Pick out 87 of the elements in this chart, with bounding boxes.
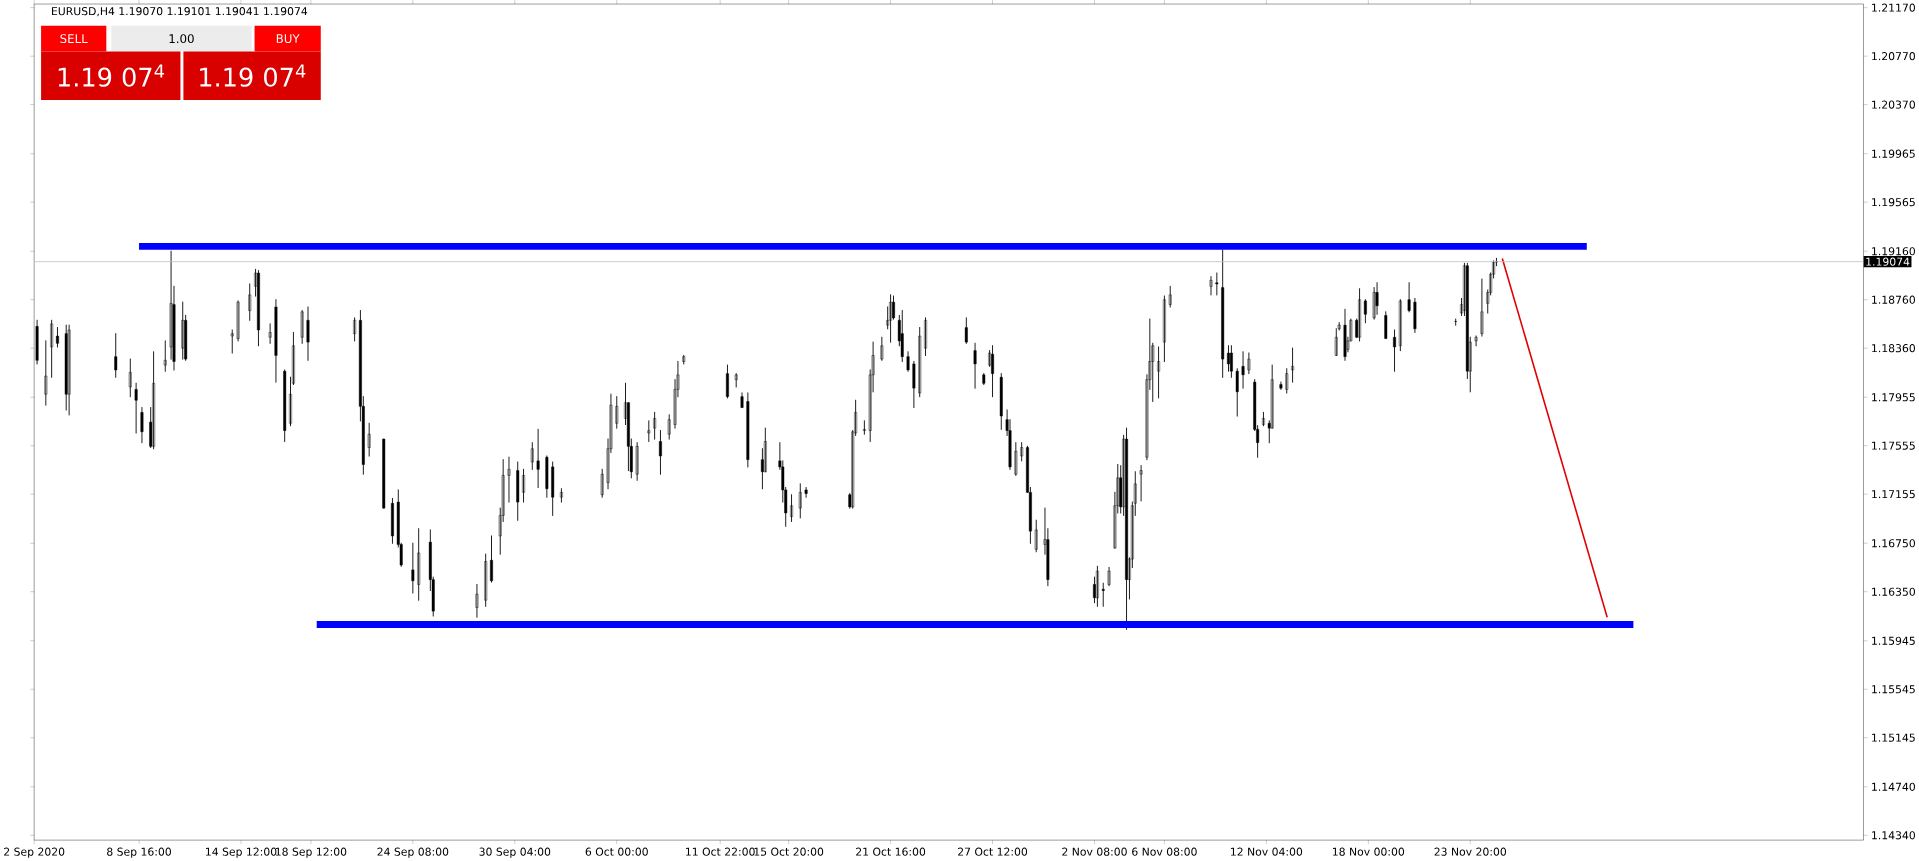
x-tick-label: 27 Oct 12:00 — [958, 847, 1028, 856]
y-tick-label: 1.20370 — [1872, 100, 1915, 109]
x-tick-label: 2 Sep 2020 — [4, 847, 65, 858]
candlestick — [1398, 299, 1402, 351]
candlestick — [635, 442, 639, 481]
candlestick — [1014, 442, 1018, 476]
candlestick — [300, 310, 304, 344]
candlestick — [1221, 249, 1225, 378]
y-tick-label: 1.15545 — [1872, 685, 1915, 694]
y-tick-label: 1.21170 — [1872, 3, 1915, 12]
candlestick — [283, 369, 287, 442]
candlestick — [667, 414, 671, 440]
candlestick — [682, 354, 686, 365]
x-tick-label: 18 Nov 00:00 — [1332, 847, 1405, 856]
candlestick — [1334, 328, 1338, 356]
chart-title: EURUSD,H4 1.19070 1.19101 1.19041 1.19074 — [52, 7, 308, 17]
candlestick — [1384, 311, 1388, 339]
annotation: 1.19 07$^{4}$ — [58, 64, 165, 87]
candlestick — [44, 340, 48, 406]
candlestick — [530, 442, 534, 470]
x-tick-label: 8 Sep 16:00 — [107, 847, 171, 858]
y-tick-label: 1.19160 — [1872, 247, 1915, 256]
y-tick-label: 1.14740 — [1872, 782, 1915, 791]
y-tick-label: 1.16750 — [1872, 539, 1915, 548]
x-tick-label: 18 Sep 12:00 — [275, 847, 347, 858]
candlestick — [1020, 442, 1024, 462]
x-tick-label: 23 Nov 20:00 — [1434, 847, 1507, 856]
annotation: 1.00 — [169, 34, 194, 44]
ref-line-label: 1.19074 — [1866, 257, 1910, 266]
candlestick — [918, 327, 922, 398]
y-tick-label: 1.15945 — [1872, 636, 1915, 645]
candlestick — [516, 461, 520, 521]
candlestick — [880, 336, 884, 361]
candlestick — [798, 483, 802, 519]
candlestick — [615, 396, 619, 429]
y-tick-label: 1.19565 — [1872, 198, 1915, 207]
candlestick — [484, 553, 488, 607]
candlestick — [862, 420, 866, 435]
candlestick — [1034, 519, 1038, 553]
candlestick — [1168, 285, 1172, 308]
annotation: BUY — [276, 34, 300, 43]
candlestick — [964, 317, 968, 344]
y-tick-label: 1.16350 — [1872, 587, 1915, 596]
y-tick-label: 1.17955 — [1872, 393, 1915, 402]
annotation: SELL — [60, 34, 88, 44]
x-tick-label: 2 Nov 08:00 — [1062, 847, 1127, 856]
y-tick-label: 1.17155 — [1872, 490, 1915, 499]
candlestick — [1454, 318, 1458, 326]
candlestick — [417, 528, 421, 601]
candlestick — [248, 283, 252, 321]
x-tick-label: 21 Oct 16:00 — [856, 847, 926, 856]
y-tick-label: 1.17555 — [1872, 441, 1915, 450]
x-tick-label: 11 Oct 22:00 — [686, 847, 755, 856]
candlestick — [1235, 368, 1239, 417]
candlestick — [600, 468, 604, 498]
y-tick-label: 1.18760 — [1872, 295, 1915, 304]
x-tick-label: 15 Oct 20:00 — [754, 847, 824, 856]
candlestick — [734, 373, 738, 388]
candlestick — [382, 438, 386, 509]
annotation: 1.19 07$^{4}$ — [200, 64, 306, 87]
candlestick — [114, 333, 118, 378]
candlestick — [367, 422, 371, 457]
candlestick — [1101, 582, 1105, 607]
y-tick-label: 1.15145 — [1872, 733, 1915, 742]
y-tick-label: 1.14340 — [1872, 831, 1915, 840]
candlestick — [982, 373, 986, 385]
x-tick-label: 30 Sep 04:00 — [479, 847, 551, 858]
candlestick — [230, 329, 234, 354]
candlestick — [128, 358, 132, 398]
candlestick — [999, 373, 1003, 430]
x-tick-label: 6 Oct 00:00 — [585, 847, 648, 856]
candlestick — [653, 411, 657, 440]
candlestick — [746, 392, 750, 468]
y-tick-label: 1.20770 — [1872, 51, 1915, 61]
candlestick — [551, 461, 555, 516]
x-tick-label: 6 Nov 08:00 — [1132, 847, 1197, 856]
x-tick-label: 24 Sep 08:00 — [377, 847, 449, 858]
candlestick — [50, 319, 54, 378]
candlestick — [647, 420, 651, 442]
x-tick-label: 14 Sep 12:00 — [206, 847, 277, 858]
candlestick — [900, 310, 904, 362]
candlestick — [163, 340, 167, 372]
candlestick — [1215, 272, 1219, 296]
y-tick-label: 1.19965 — [1872, 149, 1915, 158]
candlestick — [1285, 368, 1289, 394]
y-tick-label: 1.18360 — [1872, 344, 1915, 353]
x-tick-label: 12 Nov 04:00 — [1231, 847, 1303, 856]
